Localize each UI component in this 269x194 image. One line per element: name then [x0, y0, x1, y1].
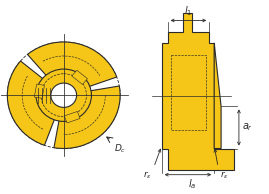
Bar	[171, 55, 206, 130]
Text: $l_a$: $l_a$	[188, 178, 196, 191]
Bar	[34, 84, 44, 98]
Text: $r_\varepsilon$: $r_\varepsilon$	[220, 169, 229, 181]
Text: $r_\varepsilon$: $r_\varepsilon$	[143, 169, 152, 181]
Bar	[72, 70, 87, 84]
Wedge shape	[7, 61, 55, 145]
Text: $a_r$: $a_r$	[242, 122, 253, 133]
Polygon shape	[162, 13, 234, 170]
Bar	[64, 111, 80, 123]
Text: $l_1$: $l_1$	[184, 4, 193, 18]
Circle shape	[51, 83, 77, 107]
Wedge shape	[27, 42, 117, 87]
Polygon shape	[214, 43, 221, 149]
Wedge shape	[54, 86, 120, 149]
Circle shape	[36, 69, 91, 121]
Text: $D_c$: $D_c$	[114, 142, 126, 155]
